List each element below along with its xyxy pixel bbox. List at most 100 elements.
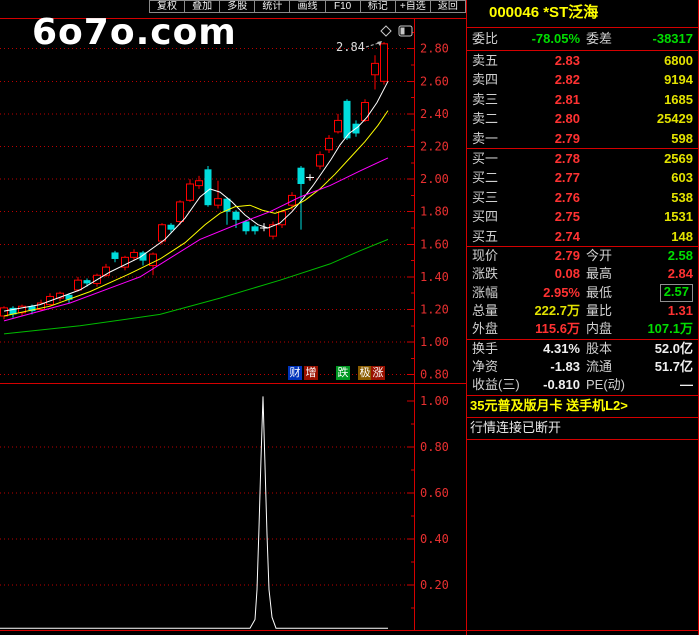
field-value: 2.79 [554,247,580,263]
field-value: 107.1万 [647,321,693,337]
candle [139,250,147,266]
candle [288,192,296,211]
candle [9,306,17,318]
candle [18,304,26,317]
price-chart-canvas: 2.80 2.60 2.40 2.20 2.00 1.80 1.60 1.40 1.20 1.00… [0,18,466,631]
candle [371,55,379,90]
field-value: 2.84 [667,266,693,282]
field-value: 2.58 [667,247,693,263]
field-label: 最高 [586,266,613,282]
menu-item[interactable]: 多股 [219,0,256,13]
buy-queue-row: 买一 2.78 2569 [467,149,698,168]
candle [343,99,351,140]
field-value: 115.6万 [535,321,580,337]
sell-queue-row: 卖二 2.80 25429 [467,109,698,128]
price-axis-label: 1.80 [420,205,449,219]
field-label: 涨幅 [472,284,499,300]
field-label: 买二 [472,170,499,186]
candle [186,179,194,202]
price-axis-label: 2.20 [420,140,449,154]
menu-item[interactable]: 叠加 [184,0,221,13]
menu-item[interactable]: 画线 [289,0,326,13]
menu-item[interactable]: 统计 [254,0,291,13]
candle [121,255,129,271]
candle [297,166,305,230]
sell-queue: 卖五 2.83 6800 卖四 2.82 9194 卖三 2.81 1685 卖二 2.80 2542… [467,51,698,149]
field-value: -0.810 [543,377,580,393]
watermark: 6o7o.com [32,12,237,53]
field-value: 2.81 [554,91,580,107]
field-value: 52.0亿 [654,340,693,356]
field-value: 603 [671,170,693,186]
indicator-spike-line [0,396,388,629]
bottom-border [0,630,699,631]
field-label: 净资 [472,359,499,375]
candle [204,166,212,207]
fundamentals-section: 换手 4.31% 股本 52.0亿 净资 -1.83 流通 51.7亿 收益(三) -0.810 P… [467,340,698,396]
MA-short-white [3,81,389,312]
indicator-axis-label: 0.40 [420,532,449,546]
field-value: 222.7万 [534,303,580,319]
field-value: 25429 [656,111,693,127]
price-axis-label: 1.60 [420,237,449,251]
buy-queue: 买一 2.78 2569 买二 2.77 603 买三 2.76 538 买四 2.75 1531 买五… [467,149,698,247]
menu-item[interactable]: 复权 [149,0,186,13]
weibi-section: 委比 -78.05% 委差 -38317 [467,28,698,51]
price-axis-label: 2.40 [420,107,449,121]
candle [167,223,175,233]
top-menu-bar: 复权 叠加 多股 统计 画线 F10 标记 +自选 返回 [149,0,466,13]
field-label: 买三 [472,189,499,205]
field-value: 4.31% [543,340,580,356]
field-label: 量比 [586,303,613,319]
field-value: 2.79 [554,130,580,146]
candle [380,42,388,85]
field-value: 538 [671,189,693,205]
quote-info-row: 总量 222.7万 量比 1.31 [467,302,698,320]
field-value: 51.7亿 [654,359,693,375]
field-label: 流通 [586,359,613,375]
candle [334,113,342,134]
MA-long-magenta [3,157,389,322]
promo-ad-link[interactable]: 35元普及版月卡 送手机L2> [467,396,698,418]
candle [195,175,203,189]
fundamental-row: 收益(三) -0.810 PE(动) — [467,376,698,394]
candle [111,250,119,263]
menu-item[interactable]: 标记 [359,0,396,13]
field-value: 9194 [664,72,693,88]
menu-item[interactable]: 返回 [429,0,466,13]
price-axis-label: 2.80 [420,42,449,56]
field-value: 2569 [664,150,693,166]
candle [361,99,369,123]
field-value: 2.75 [554,209,580,225]
diamond-icon[interactable] [380,25,392,37]
menu-item[interactable]: +自选 [394,0,431,13]
fundamental-row: 换手 4.31% 股本 52.0亿 [467,340,698,358]
candle [65,293,73,303]
price-axis-label: 1.20 [420,303,449,317]
field-value: 148 [671,228,693,244]
field-label: 卖二 [472,111,499,127]
split-window-icon-fill [400,27,405,35]
field-label: 卖四 [472,72,499,88]
weibi-row: 委比 -78.05% 委差 -38317 [467,28,698,50]
field-label: 外盘 [472,321,499,337]
menu-item[interactable]: F10 [324,0,361,13]
field-label: 最低 [586,284,613,300]
sell-queue-row: 卖五 2.83 6800 [467,51,698,70]
field-label: 委比 [472,31,499,46]
field-value: 2.78 [554,150,580,166]
quote-info-row: 涨跌 0.08 最高 2.84 [467,265,698,283]
price-axis-label: 0.80 [420,368,449,382]
quote-info-row: 涨幅 2.95% 最低 2.57 [467,283,698,303]
indicator-axis-label: 0.60 [420,486,449,500]
field-label: 现价 [472,247,499,263]
candle [214,180,222,209]
field-label: 收益(三) [472,377,520,393]
fundamental-row: 净资 -1.83 流通 51.7亿 [467,358,698,376]
field-label: 股本 [586,340,613,356]
price-axis-label: 2.60 [420,74,449,88]
indicator-axis-label: 1.00 [420,394,449,408]
signal-badge: 涨 [371,366,385,380]
candle [242,219,250,235]
